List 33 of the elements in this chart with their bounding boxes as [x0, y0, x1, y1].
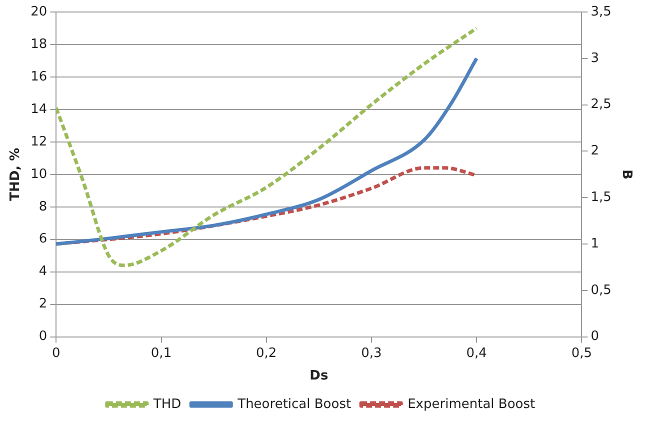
y-tick-label: 12 [30, 134, 48, 150]
y-tick-label: 8 [38, 199, 48, 214]
y2-tick-label: 1 [590, 236, 600, 252]
y-tick-label: 10 [30, 166, 48, 182]
y2-axis-title: B [618, 169, 634, 180]
x-axis-title: Ds [310, 368, 328, 384]
y-tick-label: 14 [30, 102, 48, 117]
y-tick-label: 0 [38, 329, 48, 344]
line-series [56, 26, 478, 268]
y-axis-title: THD, % [8, 148, 24, 201]
y2-tick-label: 2 [590, 144, 600, 159]
x-tick-label: 0,1 [150, 346, 172, 361]
x-tick-label: 0,4 [466, 346, 487, 361]
y-tick-label: 2 [38, 296, 48, 312]
line-series [56, 56, 478, 246]
y2-tick-label: 2,5 [590, 97, 612, 112]
y2-tick-label: 3,5 [590, 4, 612, 20]
y2-tick-label: 0,5 [590, 282, 612, 298]
legend-label: Theoretical Boost [236, 396, 352, 412]
y-tick-label: 16 [30, 69, 48, 84]
y2-tick-label: 0 [590, 329, 600, 344]
y-tick-label: 6 [38, 232, 48, 247]
x-tick-label: 0,2 [256, 346, 277, 361]
legend-label: Experimental Boost [408, 396, 536, 412]
y-tick-label: 20 [30, 4, 48, 20]
y2-tick-label: 3 [590, 50, 600, 66]
y-tick-label: 4 [38, 264, 48, 280]
legend-label: THD [152, 396, 182, 412]
y-tick-label: 18 [30, 36, 48, 52]
x-tick-label: 0,5 [571, 346, 592, 361]
x-tick-label: 0,3 [361, 346, 382, 361]
y2-tick-label: 1,5 [590, 190, 612, 205]
x-tick-label: 0 [52, 346, 60, 361]
